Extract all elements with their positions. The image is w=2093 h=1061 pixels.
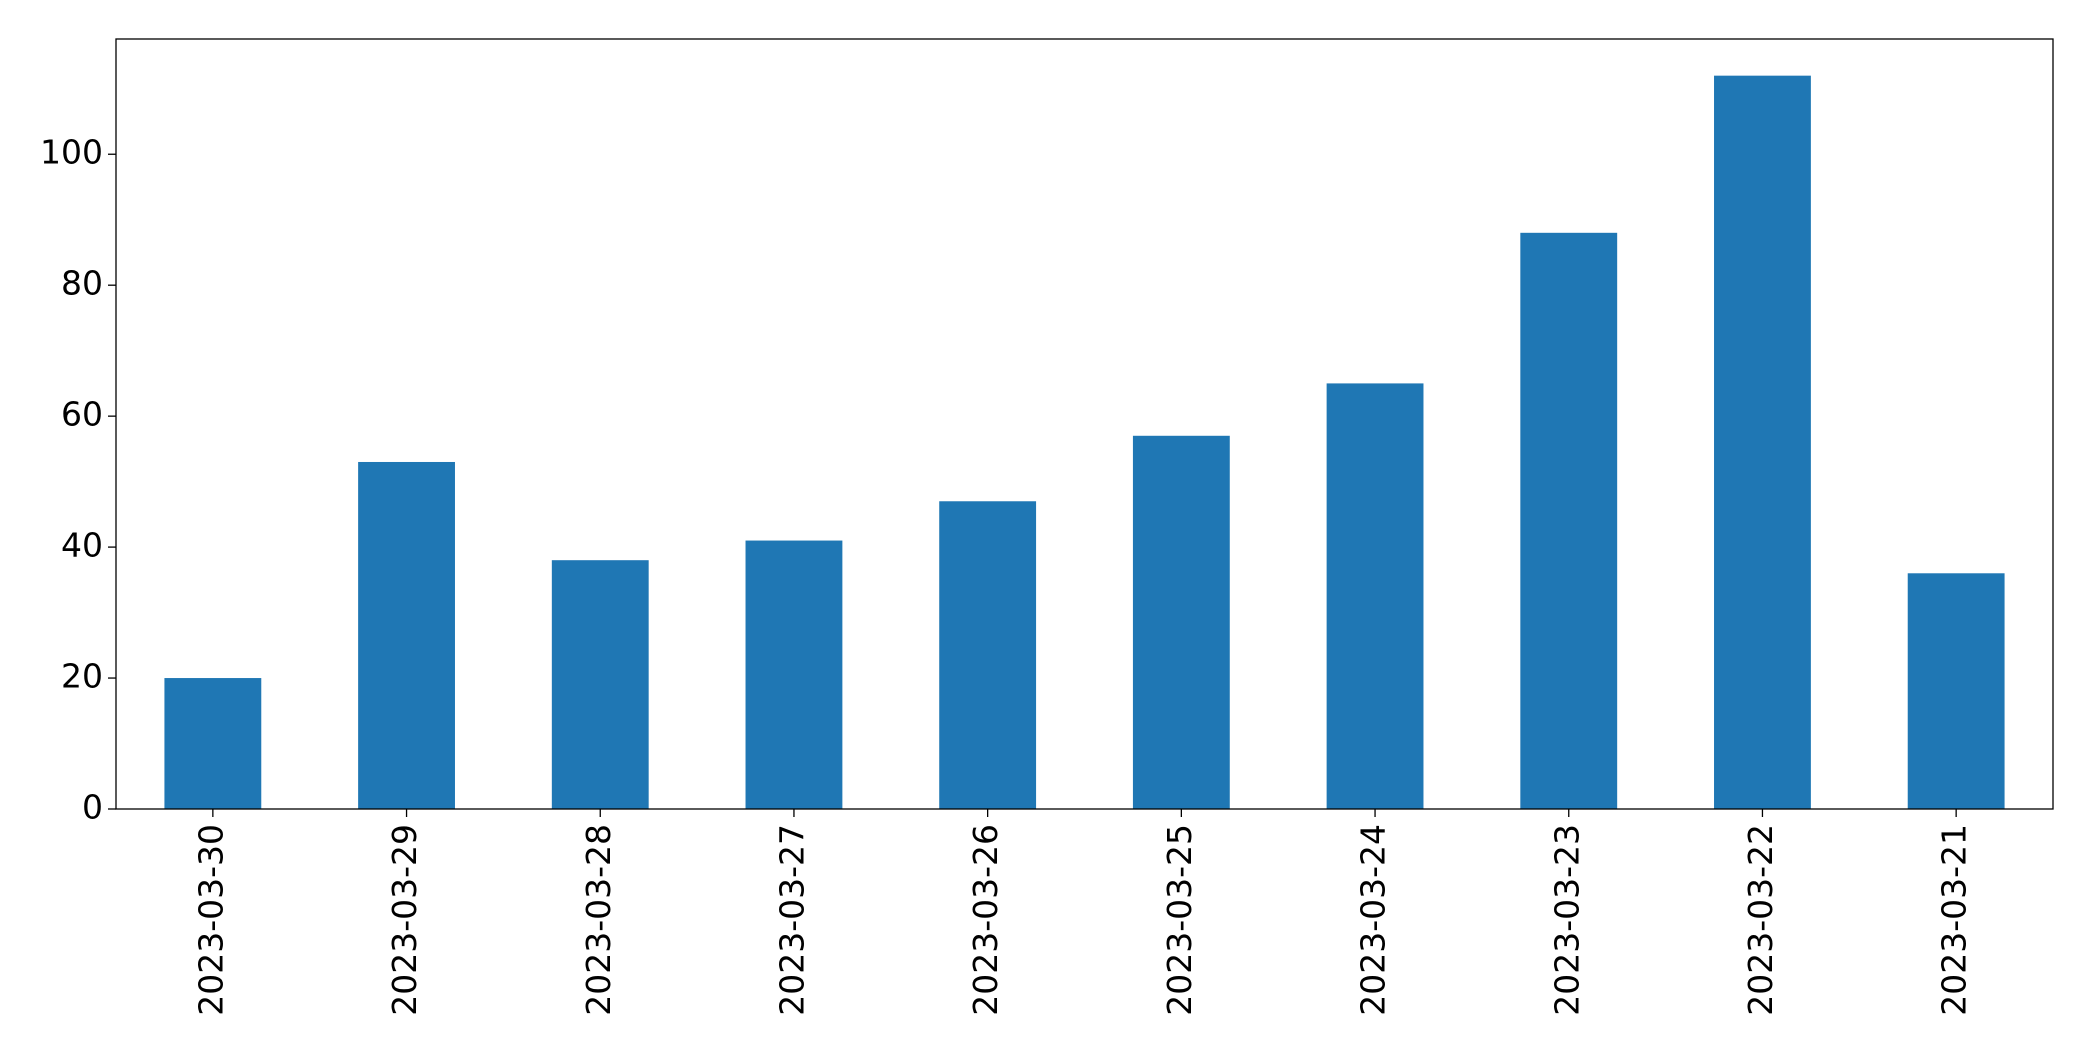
bar	[1714, 75, 1811, 809]
x-tick-label: 2023-03-28	[579, 824, 618, 1016]
bar	[164, 678, 262, 809]
x-tick-label: 2023-03-22	[1741, 824, 1780, 1016]
x-tick-label: 2023-03-29	[385, 824, 424, 1016]
y-tick-label: 0	[82, 788, 103, 827]
x-tick-label: 2023-03-30	[191, 824, 230, 1016]
x-tick-label: 2023-03-24	[1354, 824, 1393, 1016]
x-tick-label: 2023-03-23	[1547, 824, 1586, 1016]
y-tick-label: 60	[61, 395, 103, 434]
bar	[745, 540, 843, 809]
x-tick-label: 2023-03-21	[1935, 824, 1974, 1016]
bar	[1132, 435, 1230, 809]
x-tick-label: 2023-03-26	[966, 824, 1005, 1016]
bar	[1907, 573, 2005, 809]
bar	[1520, 232, 1618, 810]
x-tick-label: 2023-03-25	[1160, 824, 1199, 1016]
y-tick-label: 80	[61, 264, 103, 303]
y-tick-label: 40	[61, 526, 103, 565]
bar	[939, 501, 1037, 809]
bar	[1326, 383, 1424, 809]
y-tick-label: 20	[61, 657, 103, 696]
bar	[551, 560, 649, 809]
bar	[358, 461, 455, 809]
plot-frame	[115, 38, 2054, 810]
x-tick-label: 2023-03-27	[772, 824, 811, 1016]
y-tick-label: 100	[40, 133, 103, 172]
